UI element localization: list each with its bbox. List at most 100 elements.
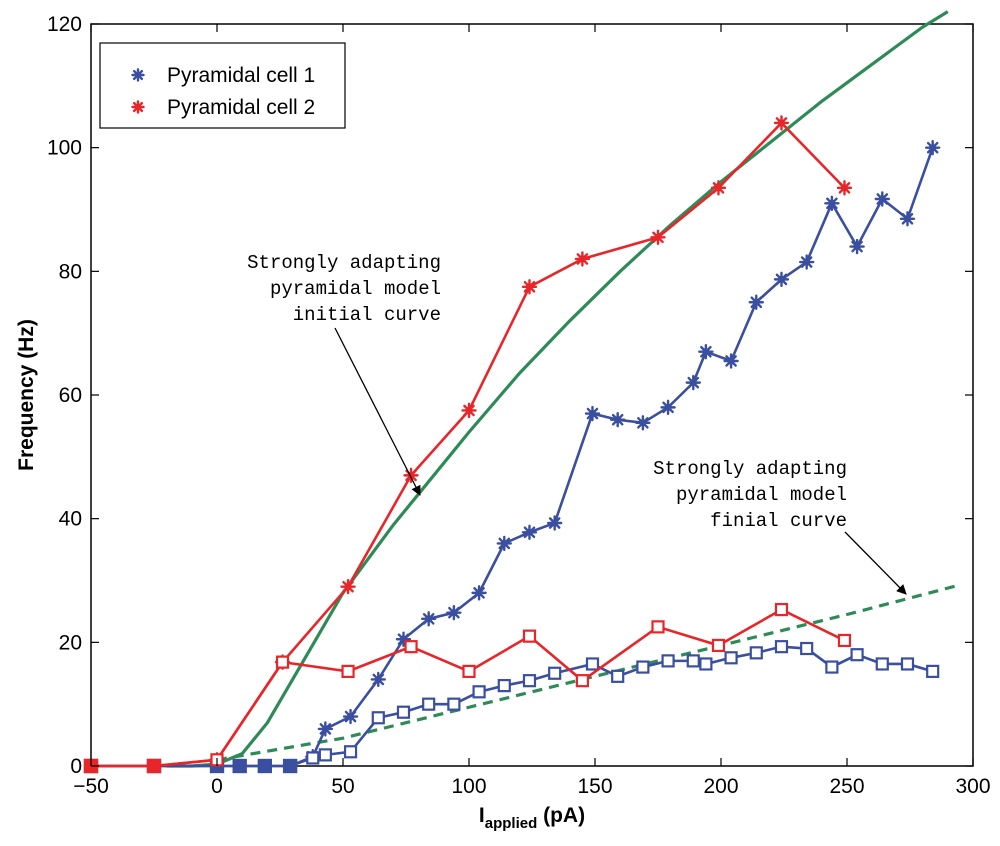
annotation-final-line-1: Strongly adapting — [653, 458, 847, 480]
pyramidal-cell-1-final-point — [371, 711, 385, 725]
pyramidal-cell-1-initial-point — [521, 524, 538, 540]
pyramidal-cell-1-final-point — [900, 657, 915, 671]
pyramidal-cell-1-final-point — [611, 669, 625, 683]
y-tick-label: 60 — [59, 384, 82, 407]
x-tick-label: −50 — [73, 775, 109, 798]
pyramidal-cell-1-initial-point — [685, 374, 701, 391]
pyramidal-cell-2-final-point — [404, 640, 418, 654]
pyramidal-cell-2-initial-point — [650, 229, 666, 246]
pyramidal-cell-2-initial-point — [521, 279, 538, 295]
y-tick-label: 40 — [59, 508, 82, 531]
annotation-final-arrow — [844, 531, 907, 595]
pyramidal-cell-1-initial-point — [723, 353, 739, 369]
pyramidal-cell-1-final-point — [232, 758, 247, 774]
pyramidal-cell-2-initial-point — [340, 578, 356, 595]
y-axis-label: Frequency (Hz) — [15, 319, 38, 471]
pyramidal-cell-1-initial-point — [546, 515, 563, 531]
legend-star-cell-1 — [131, 68, 145, 82]
pyramidal-cell-1-final-point — [749, 646, 763, 660]
pyramidal-cell-1-final-point — [875, 657, 889, 671]
pyramidal-cell-1-initial-point — [370, 671, 386, 688]
legend-item-cell-2: Pyramidal cell 2 — [131, 96, 315, 119]
x-axis-label-unit: (pA) — [537, 804, 585, 827]
pyramidal-cell-2-final-point — [146, 758, 162, 774]
pyramidal-cell-1-final-point — [306, 751, 320, 765]
pyramidal-cell-1-final-point — [850, 648, 864, 662]
pyramidal-cell-1-final-point — [396, 705, 411, 719]
y-tick-label: 120 — [47, 13, 82, 36]
pyramidal-cell-1-final-point — [447, 697, 461, 711]
x-axis-label: Iapplied (pA) — [479, 804, 585, 832]
pyramidal-cell-2-initial-point — [710, 180, 727, 196]
pyramidal-cell-2-final-line — [91, 608, 846, 768]
pyramidal-cell-1-initial-point — [824, 195, 840, 212]
pyramidal-cell-2-initial-point — [574, 251, 591, 267]
pyramidal-cell-1-final-point — [318, 748, 332, 762]
pyramidal-cell-2-final-point — [462, 664, 476, 678]
pyramidal-cell-1-initial-point — [698, 344, 714, 360]
pyramidal-cell-1-final-point — [724, 651, 738, 665]
pyramidal-cell-1-initial-point — [924, 139, 941, 156]
pyramidal-cell-1-initial-point — [609, 412, 626, 428]
y-tick-label: 80 — [59, 260, 82, 283]
legend-label-cell-2: Pyramidal cell 2 — [167, 96, 315, 119]
pyramidal-cell-1-final-point — [825, 660, 839, 674]
pyramidal-cell-1-final-point — [686, 654, 700, 668]
legend-box — [99, 42, 346, 129]
pyramidal-cell-1-final-point — [636, 660, 650, 674]
pyramidal-cell-1-initial-point — [874, 191, 890, 207]
pyramidal-cell-1-initial-point — [798, 254, 815, 270]
legend-marker-cell-2 — [131, 100, 145, 114]
pyramidal-cell-1-final-point — [497, 679, 511, 693]
x-axis-label-main: I — [479, 804, 485, 827]
pyramidal-cell-1-final-point — [699, 657, 713, 671]
pyramidal-cell-1-final-point — [548, 666, 562, 680]
annotation-final-line-3: finial curve — [710, 510, 847, 532]
pyramidal-cell-1-final-point — [926, 664, 940, 678]
pyramidal-cell-2-final-point — [651, 620, 665, 634]
pyramidal-cell-1-initial-point — [420, 611, 437, 627]
pyramidal-cell-1-final-point — [800, 641, 814, 656]
pyramidal-cell-2-initial-point — [461, 402, 477, 419]
annotation-final-curve: Strongly adapting pyramidal model finial… — [653, 458, 907, 595]
pyramidal-cell-2-final-point — [774, 602, 789, 617]
pyramidal-cell-1-initial-point — [849, 238, 865, 255]
pyramidal-cell-1-initial-point — [773, 271, 790, 288]
pyramidal-cell-1-final-point — [661, 654, 675, 668]
pyramidal-cell-2-final-point — [711, 638, 726, 653]
annotation-initial-arrow — [334, 327, 421, 496]
strongly-adapting-pyramidal-model-finial-curve-line — [216, 583, 961, 762]
x-axis-label-subscript: applied — [485, 815, 538, 832]
legend: Pyramidal cell 1 Pyramidal cell 2 — [99, 42, 346, 129]
pyramidal-cell-1-initial-point — [899, 211, 916, 227]
x-tick-label: 200 — [703, 775, 738, 798]
pyramidal-cell-2-initial-point — [773, 115, 790, 131]
pyramidal-cell-2-final-point — [837, 633, 852, 648]
pyramidal-cell-1-initial-point — [317, 721, 334, 737]
pyramidal-cell-1-final-point — [422, 697, 436, 711]
pyramidal-cell-2-final-point — [341, 664, 355, 678]
legend-label-cell-1: Pyramidal cell 1 — [167, 64, 315, 87]
plot-frame — [90, 23, 974, 767]
x-tick-label: 300 — [955, 775, 990, 798]
pyramidal-cell-2-final-point — [575, 674, 590, 688]
annotation-initial-line-1: Strongly adapting — [247, 252, 441, 274]
annotation-initial-curve: Strongly adapting pyramidal model initia… — [247, 252, 441, 496]
pyramidal-cell-2-final-point — [275, 655, 290, 669]
pyramidal-cell-1-final-point — [343, 745, 358, 759]
y-tick-label: 20 — [59, 631, 82, 654]
legend-marker-cell-1 — [131, 68, 145, 82]
y-tick-label: 0 — [70, 755, 82, 778]
pyramidal-cell-1-initial-point — [446, 604, 462, 621]
annotation-initial-line-2: pyramidal model — [270, 278, 441, 300]
pyramidal-cell-1-initial-point — [748, 294, 764, 310]
pyramidal-cell-1-final-point — [774, 640, 789, 654]
strongly-adapting-pyramidal-model-initial-curve-line — [166, 10, 949, 768]
x-tick-label: 0 — [211, 775, 223, 798]
pyramidal-cell-1-final-point — [282, 758, 298, 774]
pyramidal-cell-1-final-line — [91, 645, 934, 768]
pyramidal-cell-1-final-point — [257, 758, 272, 774]
pyramidal-cell-2-final-point — [522, 629, 537, 643]
pyramidal-cell-1-final-point — [522, 674, 537, 688]
